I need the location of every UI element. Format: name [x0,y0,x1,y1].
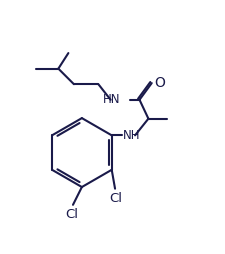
Text: O: O [154,76,164,90]
Text: Cl: Cl [109,192,122,205]
Text: NH: NH [122,129,140,142]
Text: Cl: Cl [65,208,78,221]
Text: HN: HN [103,93,120,106]
